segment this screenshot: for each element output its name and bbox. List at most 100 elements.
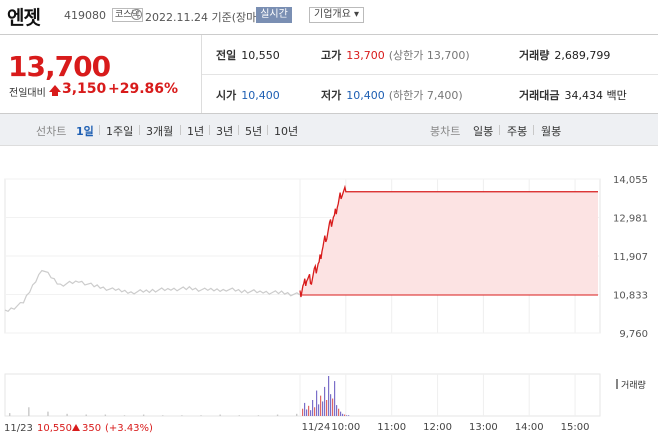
volume-bar [302,408,304,416]
prev-close-label: 전일 [216,49,237,62]
current-price: 13,700 [8,50,111,83]
realtime-button[interactable]: 실시간 [256,7,292,23]
stock-code: 419080 [64,9,106,22]
y-tick-label: 9,760 [619,329,648,340]
line-chart-label: 선차트 [36,125,67,138]
price-chart[interactable]: 14,055 12,981 11,907 10,833 9,760 거래량 11/24 10:… [0,146,658,447]
volume-bar [310,410,312,416]
prev-day-price-line [4,269,301,312]
open-field: 시가 10,400 [216,87,280,103]
tab-weekly-candle[interactable]: 주봉 [507,125,528,138]
volume-bar [338,408,340,416]
stock-name[interactable]: 엔젯 [7,7,41,29]
volume-bar [200,415,202,416]
volume-bar [9,413,11,416]
volume-bar [324,386,326,416]
x-tick-label: 15:00 [561,422,590,433]
stock-header: 엔젯 419080 코스닥 2022.11.24 기준(장마감) 실시간 기업개… [0,0,658,34]
divider [202,74,658,75]
x-tick-label: 11/24 [302,422,331,433]
divider [99,125,100,135]
volume-bar [320,395,322,416]
volume-bar [306,409,308,416]
divider [180,125,181,135]
volume-bar [304,402,306,416]
volume-bar [276,414,279,416]
x-tick-label: 14:00 [515,422,544,433]
volume-bar [142,414,145,416]
tab-1year[interactable]: 1년 [187,125,205,138]
low-label: 저가 [321,89,342,102]
tab-3year[interactable]: 3년 [216,125,234,138]
tab-10year[interactable]: 10년 [274,125,299,138]
divider [499,125,500,135]
divider [201,35,202,113]
lower-limit-text: (하한가 7,400) [388,89,463,102]
amount-field: 거래대금 34,434 백만 [519,87,627,103]
high-value: 13,700 [346,49,385,62]
volume-bar [66,413,68,416]
volume-bar [257,415,260,416]
prev-day-change-pct: (+3.43%) [105,423,153,434]
y-tick-label: 14,055 [613,175,648,186]
y-tick-label: 10,833 [613,291,648,302]
volume-bar [181,415,183,416]
divider [267,125,268,135]
volume-bar [28,407,30,416]
volume-bar [314,407,316,416]
volume-bar [312,400,314,416]
amount-value: 34,434 백만 [564,89,627,102]
volume-value: 2,689,799 [554,49,611,62]
change-label: 전일대비 [9,88,46,99]
low-value: 10,400 [346,89,385,102]
company-overview-button[interactable]: 기업개요 ▾ [309,7,364,23]
volume-label: 거래량 [621,379,646,391]
volume-bar [104,414,107,416]
quote-datetime: 2022.11.24 기준(장마감) [145,11,271,24]
tab-1day[interactable]: 1일 [76,125,94,138]
divider [209,125,210,135]
tab-daily-candle[interactable]: 일봉 [473,125,494,138]
volume-field: 거래량 2,689,799 [519,47,610,63]
volume-bar [219,414,221,416]
volume-bar [308,405,310,416]
amount-label: 거래대금 [519,89,560,102]
volume-bar [316,390,318,416]
divider [139,125,140,135]
upper-limit-text: (상한가 13,700) [388,49,470,62]
high-label: 고가 [321,49,342,62]
high-field: 고가 13,700 (상한가 13,700) [321,47,470,63]
volume-bar [340,411,342,416]
volume-bar [344,414,346,416]
open-label: 시가 [216,89,237,102]
divider [533,125,534,135]
prev-day-date: 11/23 [4,423,33,434]
change-value: 3,150 [62,81,107,97]
divider [238,125,239,135]
tab-3month[interactable]: 3개월 [146,125,174,138]
x-tick-label: 11:00 [377,422,406,433]
volume-bar [85,414,87,416]
volume-bar [318,404,320,416]
volume-bar [332,398,334,416]
volume-bar [322,401,324,416]
volume-bar [342,413,344,416]
x-tick-label: 10:00 [331,422,360,433]
volume-bar [47,411,49,416]
volume-bar [296,413,298,416]
volume-bar [348,415,350,416]
today-price-line [299,184,598,298]
volume-bar [336,405,338,416]
x-tick-label: 13:00 [469,422,498,433]
volume-bar [162,415,164,416]
chart-toolbar: 선차트 1일 1주일 3개월 1년 3년 5년 10년 봉차트 일봉 주봉 월봉 [0,114,658,146]
tab-monthly-candle[interactable]: 월봉 [541,125,562,138]
volume-bar [328,376,330,416]
tab-1week[interactable]: 1주일 [106,125,134,138]
low-field: 저가 10,400 (하한가 7,400) [321,87,463,103]
tab-5year[interactable]: 5년 [245,125,263,138]
market-badge: 코스닥 [112,8,143,22]
volume-bar [326,400,328,416]
prev-day-change: 350 [82,423,101,434]
prev-day-close: 10,550 [37,423,72,434]
